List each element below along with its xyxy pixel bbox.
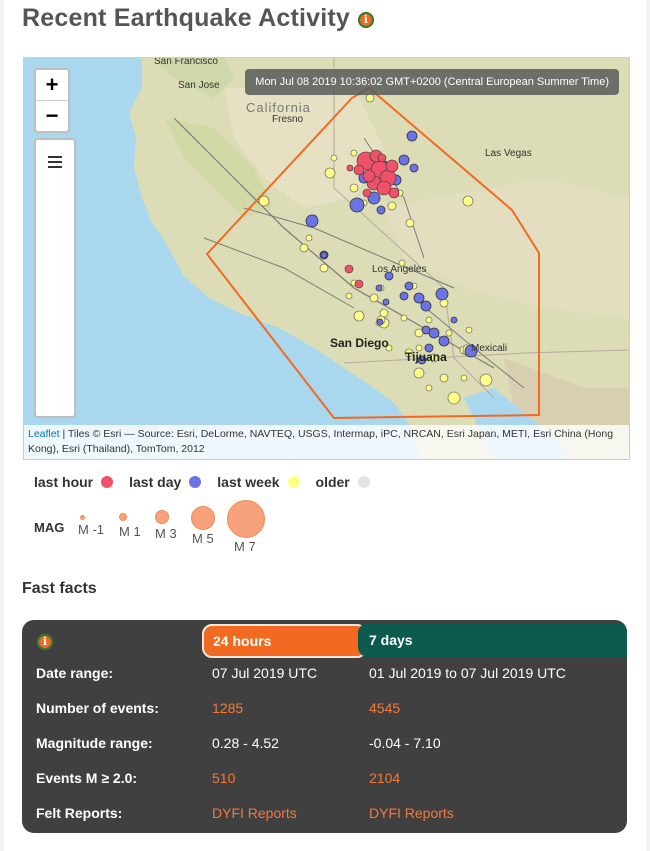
tab-24-hours[interactable]: 24 hours bbox=[202, 624, 367, 658]
legend-label: older bbox=[315, 474, 350, 490]
legend-last-hour: last hour bbox=[34, 474, 114, 490]
row-number-of-events: Number of events: 1285 4545 bbox=[22, 700, 627, 720]
day-dyfi-link[interactable]: DYFI Reports bbox=[212, 805, 297, 821]
row-events-m2: Events M ≥ 2.0: 510 2104 bbox=[22, 770, 627, 790]
menu-icon[interactable] bbox=[48, 156, 62, 171]
row-label: Events M ≥ 2.0: bbox=[36, 770, 138, 786]
legend-label: last week bbox=[217, 474, 280, 490]
week-m2-link[interactable]: 2104 bbox=[369, 770, 401, 786]
label-california: California bbox=[246, 100, 311, 115]
row-felt-reports: Felt Reports: DYFI Reports DYFI Reports bbox=[22, 805, 627, 825]
map-timestamp: Mon Jul 08 2019 10:36:02 GMT+0200 (Centr… bbox=[245, 69, 619, 95]
day-value: 0.28 - 4.52 bbox=[212, 735, 279, 751]
row-label: Date range: bbox=[36, 665, 114, 681]
week-dyfi-link[interactable]: DYFI Reports bbox=[369, 805, 454, 821]
legend-dot bbox=[101, 476, 114, 488]
mag-circle bbox=[191, 506, 215, 530]
row-magnitude-range: Magnitude range: 0.28 - 4.52 -0.04 - 7.1… bbox=[22, 735, 627, 755]
tab-7-days[interactable]: 7 days bbox=[358, 623, 627, 657]
page-right-edge bbox=[646, 0, 650, 851]
magnitude-legend: MAG M -1 M 1 M 3 M 5 M 7 bbox=[34, 500, 334, 555]
label-las-vegas: Las Vegas bbox=[485, 148, 532, 159]
info-icon[interactable] bbox=[37, 634, 53, 650]
label-san-jose: San Jose bbox=[178, 80, 220, 91]
day-events-link[interactable]: 1285 bbox=[212, 700, 244, 716]
legend-label: last hour bbox=[34, 474, 94, 490]
legend-last-week: last week bbox=[217, 474, 300, 490]
row-label: Felt Reports: bbox=[36, 805, 123, 821]
fast-facts-heading: Fast facts bbox=[22, 580, 97, 597]
layers-panel[interactable] bbox=[34, 138, 76, 418]
label-mexicali: Mexicali bbox=[471, 343, 508, 354]
map-attribution: Leaflet | Tiles © Esri — Source: Esri, D… bbox=[24, 425, 629, 459]
page-left-edge bbox=[0, 0, 4, 851]
mag-text: M 5 bbox=[192, 531, 214, 546]
map-base-layer bbox=[129, 58, 629, 459]
leaflet-link[interactable]: Leaflet bbox=[28, 428, 60, 440]
fast-facts-panel: 24 hours 7 days Date range: 07 Jul 2019 … bbox=[22, 620, 627, 833]
row-date-range: Date range: 07 Jul 2019 UTC 01 Jul 2019 … bbox=[22, 665, 627, 685]
mag-circle bbox=[80, 515, 85, 520]
zoom-out-button[interactable]: − bbox=[45, 103, 59, 128]
label-tijuana: Tijuana bbox=[405, 350, 447, 364]
row-label: Magnitude range: bbox=[36, 735, 153, 751]
zoom-control: + − bbox=[34, 68, 70, 133]
mag-text: M -1 bbox=[78, 522, 104, 537]
mag-circle bbox=[227, 500, 265, 538]
label-san-francisco: San Francisco bbox=[154, 57, 218, 67]
page-title: Recent Earthquake Activity bbox=[22, 4, 374, 33]
mag-circle bbox=[119, 513, 127, 521]
mag-text: M 7 bbox=[234, 539, 256, 554]
legend-dot bbox=[357, 476, 370, 488]
mag-circle bbox=[155, 510, 169, 524]
legend-dot bbox=[189, 476, 202, 488]
week-events-link[interactable]: 4545 bbox=[369, 700, 401, 716]
mag-text: M 3 bbox=[155, 526, 177, 541]
legend-dot bbox=[287, 476, 300, 488]
week-value: 01 Jul 2019 to 07 Jul 2019 UTC bbox=[369, 665, 566, 681]
legend-last-day: last day bbox=[129, 474, 202, 490]
label-san-diego: San Diego bbox=[330, 336, 389, 350]
age-legend: last hour last day last week older bbox=[34, 474, 386, 490]
page-title-text: Recent Earthquake Activity bbox=[22, 4, 350, 32]
week-value: -0.04 - 7.10 bbox=[369, 735, 441, 751]
legend-older: older bbox=[316, 474, 370, 490]
row-label: Number of events: bbox=[36, 700, 159, 716]
info-icon[interactable] bbox=[358, 11, 374, 28]
legend-label: last day bbox=[129, 474, 182, 490]
label-los-angeles: Los Angeles bbox=[372, 264, 427, 275]
label-fresno: Fresno bbox=[272, 114, 304, 125]
day-m2-link[interactable]: 510 bbox=[212, 770, 236, 786]
mag-text: M 1 bbox=[119, 524, 141, 539]
mag-label: MAG bbox=[34, 520, 65, 535]
attribution-text: | Tiles © Esri — Source: Esri, DeLorme, … bbox=[28, 428, 614, 455]
earthquake-map[interactable]: California San Francisco San Jose Fresno… bbox=[23, 57, 630, 460]
zoom-in-button[interactable]: + bbox=[36, 70, 68, 101]
day-value: 07 Jul 2019 UTC bbox=[212, 665, 318, 681]
